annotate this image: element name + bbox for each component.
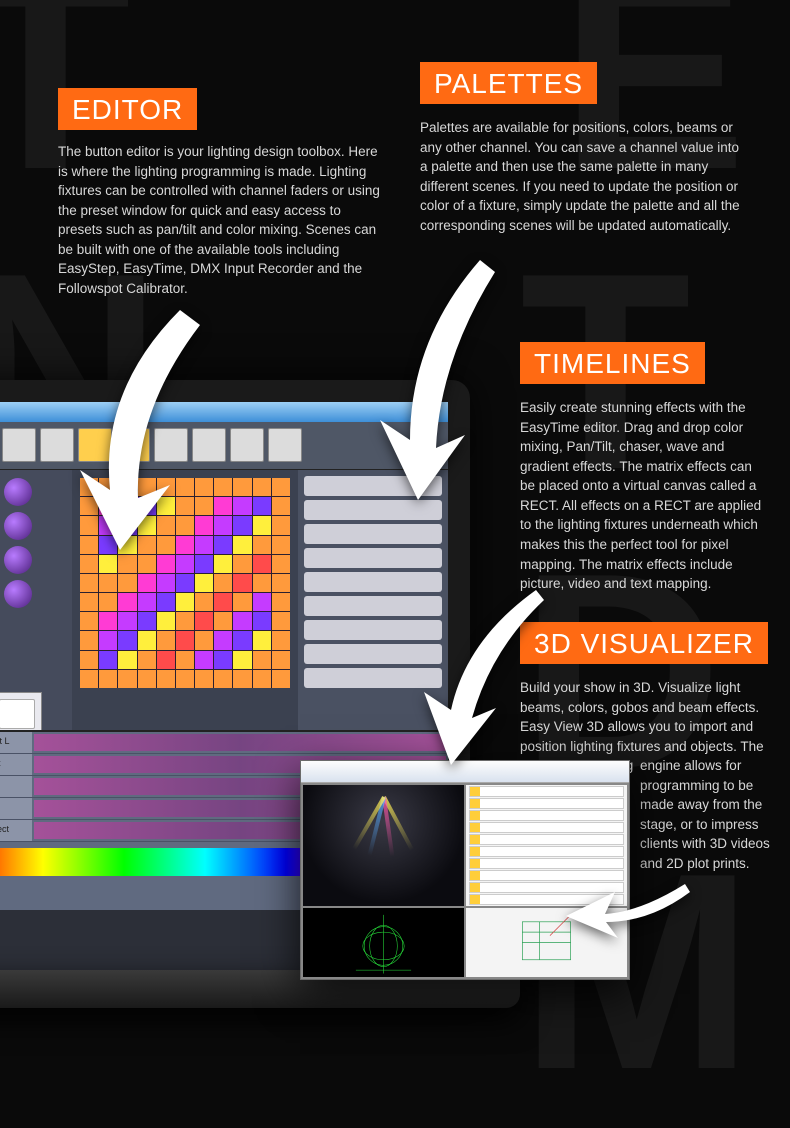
fixture-icon[interactable] bbox=[4, 478, 32, 506]
timeline-track[interactable]: Constant L bbox=[0, 732, 448, 754]
fixture-list-row[interactable] bbox=[469, 786, 624, 797]
viz-wireframe bbox=[303, 908, 464, 977]
timeline-clip[interactable] bbox=[34, 734, 446, 751]
heading-editor: EDITOR bbox=[58, 88, 197, 130]
preset-button[interactable] bbox=[304, 548, 442, 568]
viz-3d-render bbox=[303, 785, 464, 906]
fixture-list-row[interactable] bbox=[469, 834, 624, 845]
body-editor: The button editor is your lighting desig… bbox=[58, 142, 388, 299]
body-timelines: Easily create stunning effects with the … bbox=[520, 398, 770, 594]
fixture-list-row[interactable] bbox=[469, 846, 624, 857]
timeline-track-label: MatrixRect bbox=[0, 820, 32, 841]
ribbon-button[interactable] bbox=[2, 428, 36, 462]
tool-icon[interactable] bbox=[0, 699, 35, 729]
heading-visualizer: 3D VISUALIZER bbox=[520, 622, 768, 664]
fixture-icon[interactable] bbox=[4, 580, 32, 608]
fixture-list-row[interactable] bbox=[469, 822, 624, 833]
timeline-track-label: Color bbox=[0, 776, 32, 797]
fixture-list-row[interactable] bbox=[469, 810, 624, 821]
heading-palettes: PALETTES bbox=[420, 62, 597, 104]
timeline-track-label: Constant L bbox=[0, 732, 32, 753]
fixture-icon[interactable] bbox=[4, 512, 32, 540]
timeline-track-label: Pan Tilt bbox=[0, 798, 32, 819]
fixture-list-row[interactable] bbox=[469, 858, 624, 869]
visualizer-window bbox=[300, 760, 630, 980]
preset-button[interactable] bbox=[304, 524, 442, 544]
body-visualizer-2: engine allows for programming to be made… bbox=[640, 756, 780, 873]
fixture-list-row[interactable] bbox=[469, 798, 624, 809]
timeline-track-label: Gradient bbox=[0, 754, 32, 775]
arrow-editor bbox=[60, 300, 220, 560]
arrow-palettes bbox=[340, 250, 500, 510]
arrow-timelines bbox=[396, 580, 546, 770]
heading-timelines: TIMELINES bbox=[520, 342, 705, 384]
ribbon-button[interactable] bbox=[268, 428, 302, 462]
arrow-visualizer bbox=[560, 874, 690, 944]
ribbon-button[interactable] bbox=[230, 428, 264, 462]
body-palettes: Palettes are available for positions, co… bbox=[420, 118, 740, 235]
fixture-icon[interactable] bbox=[4, 546, 32, 574]
